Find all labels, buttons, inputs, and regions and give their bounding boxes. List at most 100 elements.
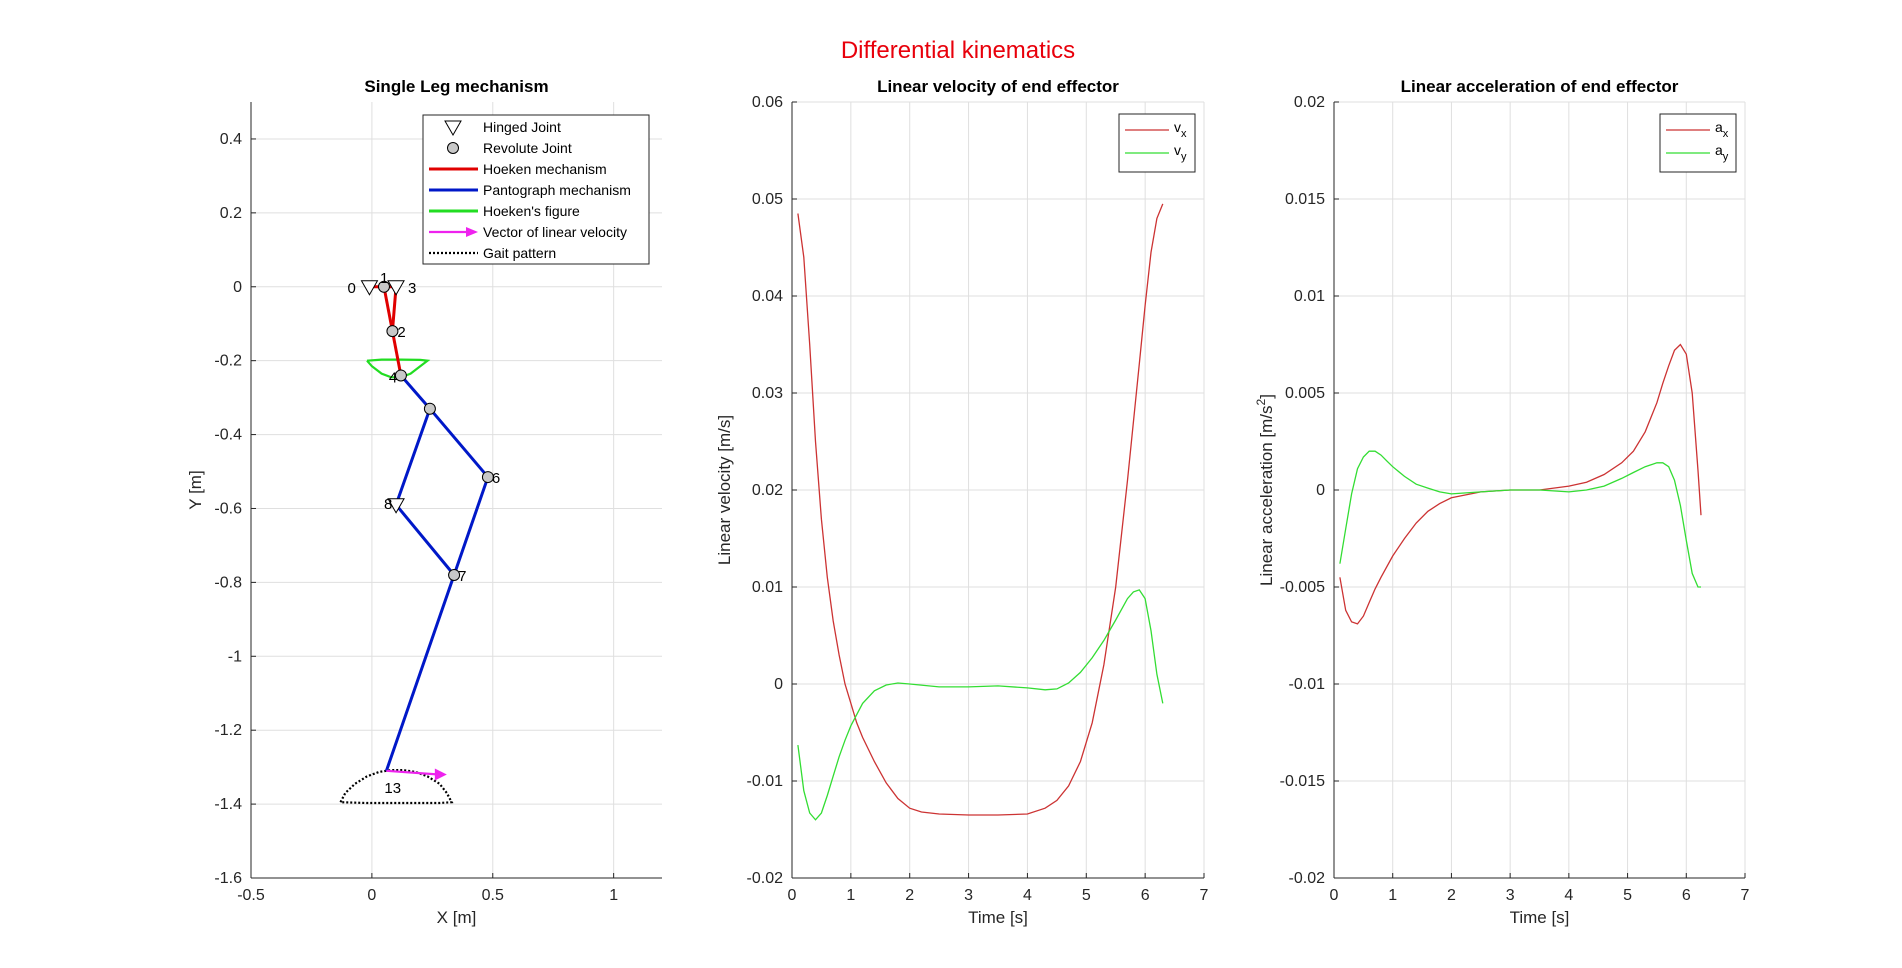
pantograph-link xyxy=(394,503,456,576)
y-tick-label: -0.8 xyxy=(214,574,242,591)
legend-label: Gait pattern xyxy=(483,245,556,261)
pantograph-link xyxy=(452,476,490,576)
x-tick-label: 5 xyxy=(1082,887,1091,904)
x-tick-label: 0.5 xyxy=(482,887,504,904)
legend-label: Hoeken mechanism xyxy=(483,161,607,177)
hoeken-link xyxy=(382,286,394,332)
x-tick-label: 7 xyxy=(1741,887,1750,904)
velocity-vector-line xyxy=(386,769,439,776)
y-tick-label: -0.01 xyxy=(1289,676,1326,693)
y-tick-label: 0 xyxy=(774,676,783,693)
end-effector-label: 13 xyxy=(384,780,401,797)
x-tick-label: 2 xyxy=(905,887,914,904)
legend-box xyxy=(1118,113,1196,173)
panel-title: Linear velocity of end effector xyxy=(877,77,1119,96)
y-axis-label: Linear velocity [m/s] xyxy=(715,415,734,565)
panel-linear-velocity: 0 1 2 3 4 5 6 7 -0.02 -0.01 0 0.01 0.02 0.03 0.04 0.05 0… xyxy=(715,77,1209,927)
y-tick-label: -0.4 xyxy=(214,427,242,444)
y-tick-label: -1.4 xyxy=(214,796,242,813)
y-tick-label: 0.4 xyxy=(220,131,242,148)
y-tick-label: 0.05 xyxy=(752,191,783,208)
x-axis-label: X [m] xyxy=(437,908,477,927)
x-tick-label: 0 xyxy=(367,887,376,904)
x-tick-label: 4 xyxy=(1023,887,1032,904)
hinged-joint-marker xyxy=(387,280,405,296)
joint-label: 8 xyxy=(384,496,392,513)
x-tick-label: 6 xyxy=(1682,887,1691,904)
x-tick-label: -0.5 xyxy=(237,887,265,904)
legend-swatch-revolute xyxy=(447,142,459,154)
joint-label: 0 xyxy=(347,280,355,297)
joint-label: 3 xyxy=(408,280,416,297)
hinged-joint-marker xyxy=(387,498,405,514)
x-axis-label: Time [s] xyxy=(1510,908,1570,927)
y-tick-label: 0 xyxy=(233,279,242,296)
series-line-a-x xyxy=(1339,343,1702,625)
legend-label: Hoeken's figure xyxy=(483,203,580,219)
legend-label-subscript: x xyxy=(1181,128,1187,140)
y-tick-label: 0.04 xyxy=(752,288,783,305)
series-line-v-x xyxy=(797,203,1164,816)
x-tick-label: 4 xyxy=(1564,887,1573,904)
legend-label: Hinged Joint xyxy=(483,119,561,135)
x-tick-label: 3 xyxy=(1506,887,1515,904)
revolute-joint-marker xyxy=(377,280,390,293)
legend-swatch-hinged xyxy=(444,120,462,137)
y-tick-label: -1.6 xyxy=(214,870,242,887)
joint-label: 6 xyxy=(492,470,500,487)
x-tick-label: 6 xyxy=(1141,887,1150,904)
panel-single-leg: -0.5 0 0.5 1 -1.6 -1.4 -1.2 -1 -0.8 -0.6 -0.4 -0.2 0… xyxy=(186,77,662,927)
x-tick-label: 0 xyxy=(1330,887,1339,904)
velocity-vector-arrowhead xyxy=(434,768,447,781)
joint-label: 1 xyxy=(380,270,388,287)
gait-pattern-line xyxy=(339,769,454,805)
legend-label-subscript: y xyxy=(1723,151,1729,163)
hoeken-link xyxy=(390,330,403,376)
x-tick-label: 7 xyxy=(1200,887,1209,904)
legend-swatch-arrowhead xyxy=(466,227,478,237)
x-axis-label: Time [s] xyxy=(968,908,1028,927)
y-tick-label: 0.01 xyxy=(752,579,783,596)
y-tick-label: 0.03 xyxy=(752,385,783,402)
y-tick-label: 0.02 xyxy=(752,482,783,499)
figure-title: Differential kinematics xyxy=(841,37,1075,64)
x-tick-label: 3 xyxy=(964,887,973,904)
revolute-joint-marker xyxy=(448,568,461,581)
x-tick-label: 0 xyxy=(788,887,797,904)
y-axis-label: Linear acceleration [m/s2] xyxy=(1254,394,1276,586)
joint-label: 2 xyxy=(397,324,405,341)
revolute-joint-marker xyxy=(481,471,494,484)
pantograph-link xyxy=(384,574,456,772)
y-tick-label: 0.06 xyxy=(752,94,783,111)
y-axis-label-superscript: 2 xyxy=(1254,398,1268,405)
y-tick-label: -0.01 xyxy=(747,773,784,790)
revolute-joint-marker xyxy=(386,325,399,338)
joint-label: 7 xyxy=(458,568,466,585)
pantograph-link xyxy=(394,408,432,506)
legend-label: Vector of linear velocity xyxy=(483,224,627,240)
revolute-joint-marker xyxy=(423,402,436,415)
x-tick-label: 1 xyxy=(846,887,855,904)
series-line-a-y xyxy=(1339,450,1701,588)
joint-label: 4 xyxy=(389,369,397,386)
y-tick-label: -0.02 xyxy=(1289,870,1326,887)
y-tick-label: 0.02 xyxy=(1294,94,1325,111)
legend-label: Pantograph mechanism xyxy=(483,182,631,198)
y-tick-label: -1 xyxy=(228,648,242,665)
legend-label-subscript: y xyxy=(1181,151,1187,163)
legend-label-subscript: x xyxy=(1723,128,1729,140)
y-axis-label-suffix: ] xyxy=(1257,394,1276,399)
y-tick-label: -1.2 xyxy=(214,722,242,739)
series-line-v-y xyxy=(797,589,1164,821)
y-tick-label: 0.005 xyxy=(1285,385,1325,402)
legend-label: Revolute Joint xyxy=(483,140,572,156)
revolute-joint-marker xyxy=(394,369,407,382)
y-tick-label: 0.01 xyxy=(1294,288,1325,305)
x-tick-label: 1 xyxy=(1388,887,1397,904)
pantograph-link xyxy=(428,407,490,479)
y-tick-label: 0.015 xyxy=(1285,191,1325,208)
legend-box xyxy=(1659,113,1737,173)
panel-title: Single Leg mechanism xyxy=(364,77,548,96)
x-tick-label: 2 xyxy=(1447,887,1456,904)
y-tick-label: -0.005 xyxy=(1280,579,1325,596)
